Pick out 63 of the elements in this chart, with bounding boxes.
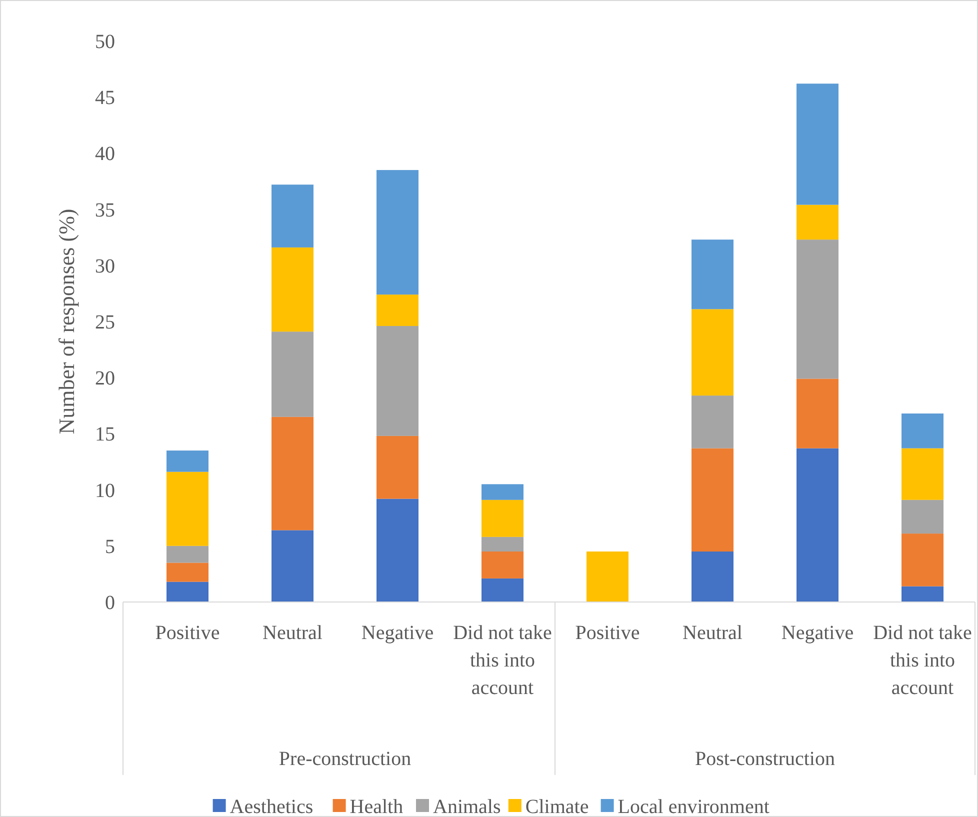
bar bbox=[796, 240, 838, 379]
text: Post-construction bbox=[695, 748, 835, 770]
x-tick-label: Negative bbox=[361, 622, 434, 644]
bar bbox=[166, 546, 208, 563]
bar bbox=[902, 586, 944, 602]
legend-label: Aesthetics bbox=[230, 796, 314, 817]
bar bbox=[796, 204, 838, 240]
bar bbox=[692, 396, 734, 448]
bar bbox=[166, 582, 208, 602]
y-tick-label: 25 bbox=[95, 312, 115, 334]
y-tick-label: 5 bbox=[105, 536, 115, 558]
bar bbox=[692, 552, 734, 602]
bar bbox=[376, 170, 418, 295]
y-tick-label: 30 bbox=[95, 255, 115, 278]
bar bbox=[796, 448, 838, 602]
x-tick-label: Positive bbox=[575, 622, 640, 644]
bar bbox=[482, 500, 524, 537]
y-tick-label: 10 bbox=[95, 480, 115, 502]
bar bbox=[272, 332, 314, 417]
bar bbox=[272, 184, 314, 248]
legend-label: Local environment bbox=[618, 796, 770, 817]
y-tick-label: 40 bbox=[95, 143, 115, 166]
y-tick-label: 0 bbox=[105, 592, 115, 614]
bar bbox=[482, 536, 524, 552]
bar bbox=[376, 326, 418, 436]
y-tick-label: 15 bbox=[95, 424, 115, 446]
text: Pre-construction bbox=[278, 748, 412, 770]
x-tick-label: Positive bbox=[155, 622, 220, 644]
bar bbox=[692, 448, 734, 552]
y-tick-label: 20 bbox=[95, 368, 115, 390]
bar bbox=[692, 240, 734, 310]
bar bbox=[166, 562, 208, 582]
y-tick-label: 45 bbox=[95, 87, 115, 110]
y-tick-label: 35 bbox=[95, 199, 115, 222]
legend-label: Climate bbox=[525, 796, 589, 817]
legend-label: Health bbox=[350, 796, 404, 817]
bar bbox=[376, 436, 418, 499]
bar bbox=[166, 472, 208, 546]
legend-label: Animals bbox=[433, 796, 501, 817]
bar bbox=[376, 294, 418, 326]
bar bbox=[586, 552, 628, 602]
bar bbox=[902, 414, 944, 448]
bar bbox=[902, 448, 944, 500]
bar bbox=[272, 247, 314, 332]
bar bbox=[272, 416, 314, 530]
bar bbox=[482, 552, 524, 578]
y-tick-label: 50 bbox=[95, 31, 115, 53]
bar bbox=[796, 378, 838, 448]
bar bbox=[272, 530, 314, 602]
x-tick-label: Negative bbox=[781, 622, 854, 644]
bar bbox=[482, 578, 524, 602]
x-tick-label: Neutral bbox=[262, 622, 323, 644]
bar bbox=[482, 484, 524, 500]
bar bbox=[796, 84, 838, 205]
bar bbox=[902, 500, 944, 534]
x-tick-label: Neutral bbox=[682, 622, 743, 644]
bar bbox=[376, 498, 418, 602]
bar bbox=[692, 309, 734, 396]
y-axis-title: Number of responses (%) bbox=[54, 208, 79, 434]
bar bbox=[166, 450, 208, 472]
bar bbox=[902, 534, 944, 586]
x-tick-label: Did not take this into account bbox=[873, 622, 972, 699]
x-tick-label: Did not take this into account bbox=[453, 622, 552, 699]
